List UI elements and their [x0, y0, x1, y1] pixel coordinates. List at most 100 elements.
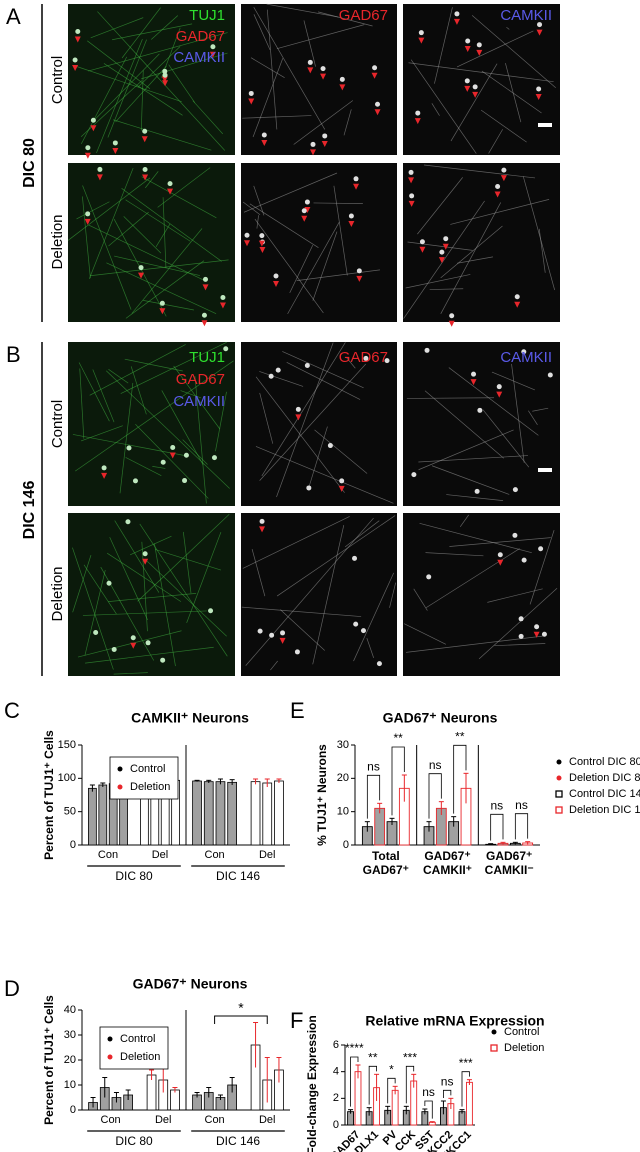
- arrowhead: [453, 18, 460, 25]
- row-label: Control: [49, 56, 66, 104]
- significance-bracket: [405, 1065, 415, 1104]
- cell-body: [472, 84, 478, 90]
- neurite: [408, 62, 554, 83]
- cell-body: [257, 628, 263, 634]
- neurite: [346, 357, 356, 369]
- legend-marker: [117, 784, 123, 790]
- cell-body: [320, 66, 326, 72]
- legend-label: Control DIC 80: [569, 756, 640, 768]
- arrowhead: [138, 272, 145, 279]
- neurite: [440, 225, 503, 279]
- arrowhead: [159, 308, 166, 315]
- cell-body: [259, 233, 265, 239]
- neurite: [266, 9, 278, 130]
- legend-marker: [117, 766, 123, 772]
- arrowhead: [258, 240, 265, 247]
- chart-title: CAMKII⁺ Neurons: [131, 710, 249, 726]
- bar: [227, 781, 237, 846]
- arrowhead: [248, 98, 255, 105]
- cell-body: [439, 249, 445, 255]
- neurite: [108, 368, 129, 384]
- arrowhead: [472, 91, 479, 98]
- significance-label: **: [455, 730, 465, 744]
- cell-body: [477, 407, 483, 413]
- channel-label: GAD67: [176, 371, 225, 388]
- neurite: [145, 171, 159, 189]
- neurite: [425, 548, 520, 609]
- neurite: [314, 429, 368, 474]
- arrowhead: [202, 284, 209, 291]
- legend-marker: [490, 1044, 498, 1052]
- neurite: [93, 53, 160, 121]
- bar: [354, 1071, 362, 1126]
- significance-label: *: [238, 1000, 244, 1016]
- legend-marker: [107, 1036, 113, 1042]
- row-label: Deletion: [49, 214, 66, 269]
- arrowhead: [301, 215, 308, 222]
- neurite: [488, 129, 504, 154]
- bar: [98, 784, 108, 846]
- x-tick-label: GAD67⁺: [363, 863, 409, 877]
- neurite: [125, 260, 205, 319]
- cell-body: [536, 86, 542, 92]
- neurite: [313, 202, 363, 204]
- neurite: [487, 588, 543, 603]
- neurite: [106, 262, 217, 315]
- arrowhead: [90, 125, 97, 132]
- neurite: [67, 177, 151, 241]
- scale-bar: [538, 468, 552, 472]
- arrowhead: [142, 558, 149, 565]
- cell-body: [160, 657, 166, 663]
- neurite: [88, 32, 228, 72]
- cell-body: [363, 355, 369, 361]
- x-sublabel: Con: [101, 1114, 121, 1126]
- neurite: [538, 228, 546, 273]
- channel-label: TUJ1: [189, 349, 225, 366]
- micrographs: [67, 3, 560, 676]
- neurite: [146, 560, 227, 637]
- y-tick-label: 0: [70, 839, 76, 851]
- row-label: Deletion: [49, 566, 66, 621]
- y-tick-label: 2: [333, 1092, 339, 1104]
- neurite: [186, 531, 222, 623]
- neurite: [135, 423, 209, 499]
- neurite: [152, 466, 166, 469]
- neurite: [249, 203, 319, 248]
- significance-label: ns: [429, 758, 442, 772]
- cell-body: [220, 295, 226, 301]
- cell-body: [159, 300, 165, 306]
- neurite: [312, 231, 338, 301]
- neurite: [353, 572, 395, 662]
- cell-body: [273, 273, 279, 279]
- neurite: [113, 119, 212, 151]
- neurite: [303, 20, 316, 67]
- arrowhead: [514, 301, 521, 308]
- neurite: [529, 529, 555, 605]
- arrowhead: [408, 177, 415, 184]
- legend-box: [109, 756, 179, 800]
- significance-bracket: [214, 1015, 268, 1024]
- neurite: [403, 623, 447, 645]
- cell-body: [244, 232, 250, 238]
- arrowhead: [320, 73, 327, 80]
- neurite: [405, 274, 471, 289]
- cell-body: [538, 546, 544, 552]
- neurite: [406, 635, 546, 653]
- neurite: [75, 65, 182, 103]
- neurite: [82, 610, 207, 616]
- neurite: [243, 172, 338, 213]
- cell-body: [294, 649, 300, 655]
- micrograph: [403, 163, 560, 322]
- cell-body: [339, 76, 345, 82]
- cell-body: [210, 44, 216, 50]
- channel-label: CAMKII: [500, 7, 552, 24]
- neurite: [109, 537, 148, 621]
- cell-body: [496, 384, 502, 390]
- significance-bracket: [514, 813, 529, 840]
- neurite: [87, 40, 151, 89]
- neurite: [108, 593, 197, 602]
- cell-body: [126, 445, 132, 451]
- cell-body: [142, 551, 148, 557]
- panel-label: B: [6, 342, 21, 367]
- cell-body: [211, 455, 217, 461]
